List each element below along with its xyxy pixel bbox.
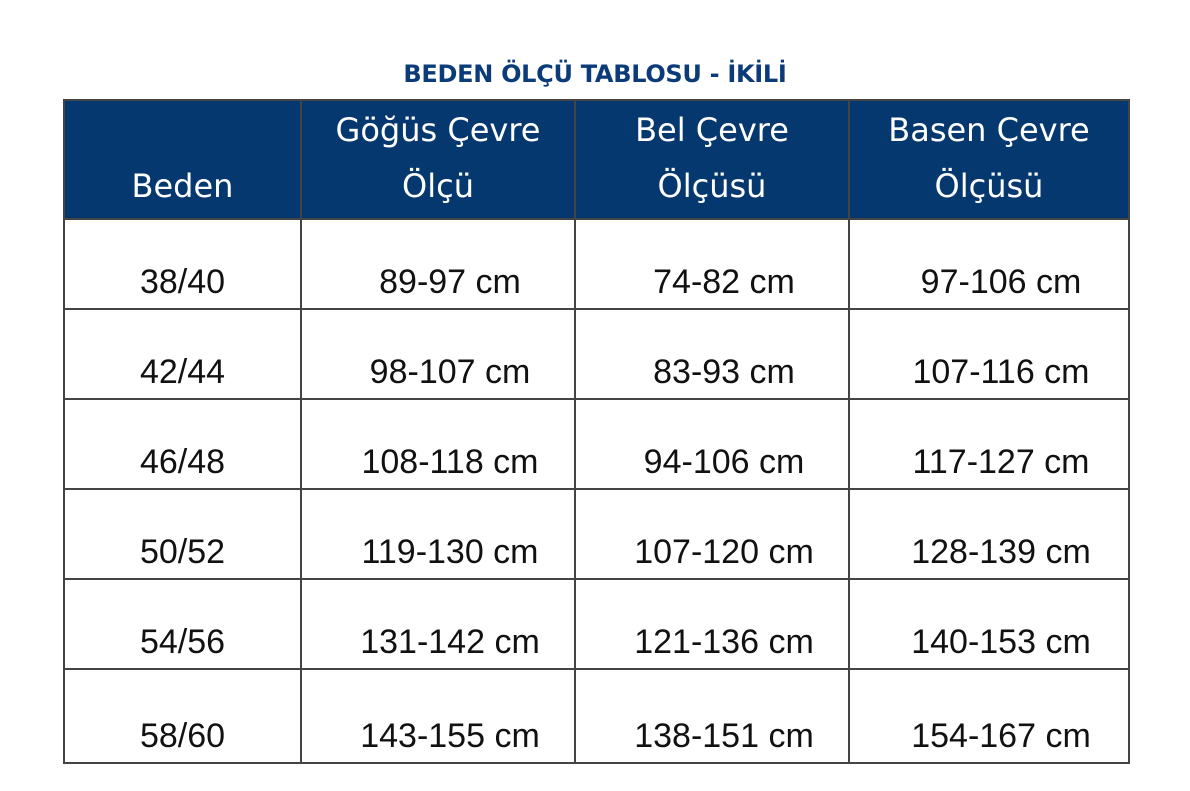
hip-cell: 140-153 cm — [848, 578, 1130, 670]
chest-cell: 131-142 cm — [300, 578, 576, 670]
table-row: 54/56 131-142 cm 121-136 cm 140-153 cm — [63, 578, 1130, 670]
header-line2: Ölçüsü — [657, 167, 767, 205]
chest-cell: 98-107 cm — [300, 308, 576, 400]
header-row: Beden Göğüs Çevre Ölçü Bel Çevre Ölçüsü Ba… — [63, 99, 1130, 220]
header-line2: Ölçüsü — [934, 167, 1044, 205]
header-line1: Göğüs Çevre — [335, 111, 541, 149]
waist-cell: 138-151 cm — [574, 668, 850, 764]
size-cell: 42/44 — [63, 308, 302, 400]
table-row: 42/44 98-107 cm 83-93 cm 107-116 cm — [63, 308, 1130, 400]
header-line2: Ölçü — [402, 167, 474, 205]
header-line1: Basen Çevre — [888, 111, 1090, 149]
size-cell: 54/56 — [63, 578, 302, 670]
chest-cell: 108-118 cm — [300, 398, 576, 490]
chest-cell: 143-155 cm — [300, 668, 576, 764]
waist-cell: 74-82 cm — [574, 218, 850, 310]
size-cell: 46/48 — [63, 398, 302, 490]
header-hip: Basen Çevre Ölçüsü — [848, 99, 1130, 220]
header-line2: Beden — [131, 167, 234, 205]
chest-cell: 119-130 cm — [300, 488, 576, 580]
header-waist: Bel Çevre Ölçüsü — [574, 99, 850, 220]
hip-cell: 154-167 cm — [848, 668, 1130, 764]
hip-cell: 128-139 cm — [848, 488, 1130, 580]
chest-cell: 89-97 cm — [300, 218, 576, 310]
table-row: 58/60 143-155 cm 138-151 cm 154-167 cm — [63, 668, 1130, 764]
hip-cell: 107-116 cm — [848, 308, 1130, 400]
size-cell: 50/52 — [63, 488, 302, 580]
waist-cell: 121-136 cm — [574, 578, 850, 670]
hip-cell: 117-127 cm — [848, 398, 1130, 490]
size-cell: 38/40 — [63, 218, 302, 310]
size-chart-table: Beden Göğüs Çevre Ölçü Bel Çevre Ölçüsü Ba… — [63, 99, 1130, 764]
header-line1: Bel Çevre — [635, 111, 789, 149]
waist-cell: 83-93 cm — [574, 308, 850, 400]
table-row: 50/52 119-130 cm 107-120 cm 128-139 cm — [63, 488, 1130, 580]
size-cell: 58/60 — [63, 668, 302, 764]
waist-cell: 107-120 cm — [574, 488, 850, 580]
page-title: BEDEN ÖLÇÜ TABLOSU - İKİLİ — [403, 60, 787, 88]
header-chest: Göğüs Çevre Ölçü — [300, 99, 576, 220]
table-row: 46/48 108-118 cm 94-106 cm 117-127 cm — [63, 398, 1130, 490]
header-size: Beden — [63, 99, 302, 220]
hip-cell: 97-106 cm — [848, 218, 1130, 310]
table-row: 38/40 89-97 cm 74-82 cm 97-106 cm — [63, 218, 1130, 310]
waist-cell: 94-106 cm — [574, 398, 850, 490]
